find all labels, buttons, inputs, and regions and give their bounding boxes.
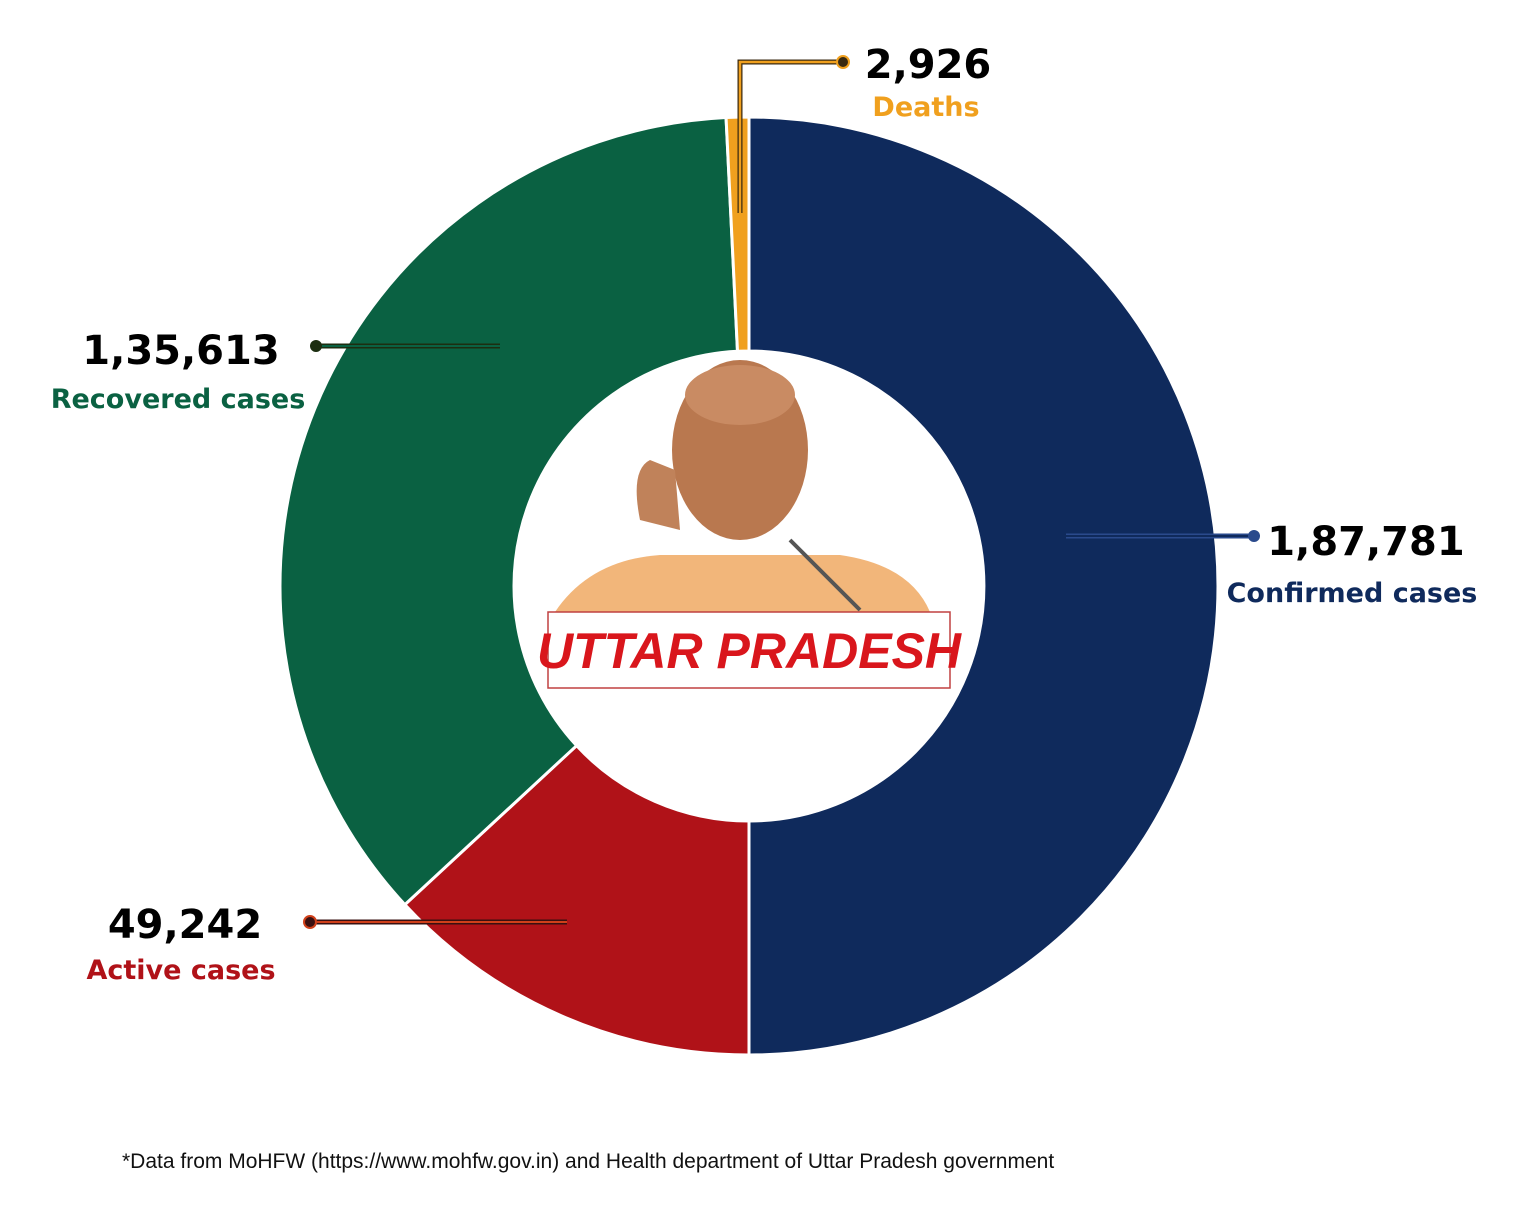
portrait-photo: [555, 360, 930, 612]
recovered-value: 1,35,613: [82, 328, 279, 374]
deaths-value: 2,926: [865, 42, 992, 88]
recovered-label: Recovered cases: [51, 384, 306, 415]
deaths-label: Deaths: [872, 92, 979, 123]
slice-deaths: [724, 115, 751, 353]
center-title: UTTAR PRADESH: [537, 623, 962, 679]
leader-line-recovered: [310, 340, 500, 352]
active-value: 49,242: [108, 902, 262, 948]
confirmed-value: 1,87,781: [1267, 519, 1464, 565]
slice-confirmed-cases: [747, 115, 1220, 1057]
footnote: *Data from MoHFW (https://www.mohfw.gov.…: [122, 1150, 1054, 1173]
leader-line-confirmed: [1066, 530, 1260, 542]
leader-line-deaths: [737, 55, 850, 213]
active-label: Active cases: [86, 955, 275, 986]
leader-line-active: [303, 915, 567, 929]
slice-active-cases: [402, 743, 751, 1057]
confirmed-label: Confirmed cases: [1227, 578, 1478, 609]
center-title-box: UTTAR PRADESH: [537, 611, 962, 689]
slice-recovered-cases: [278, 115, 740, 907]
